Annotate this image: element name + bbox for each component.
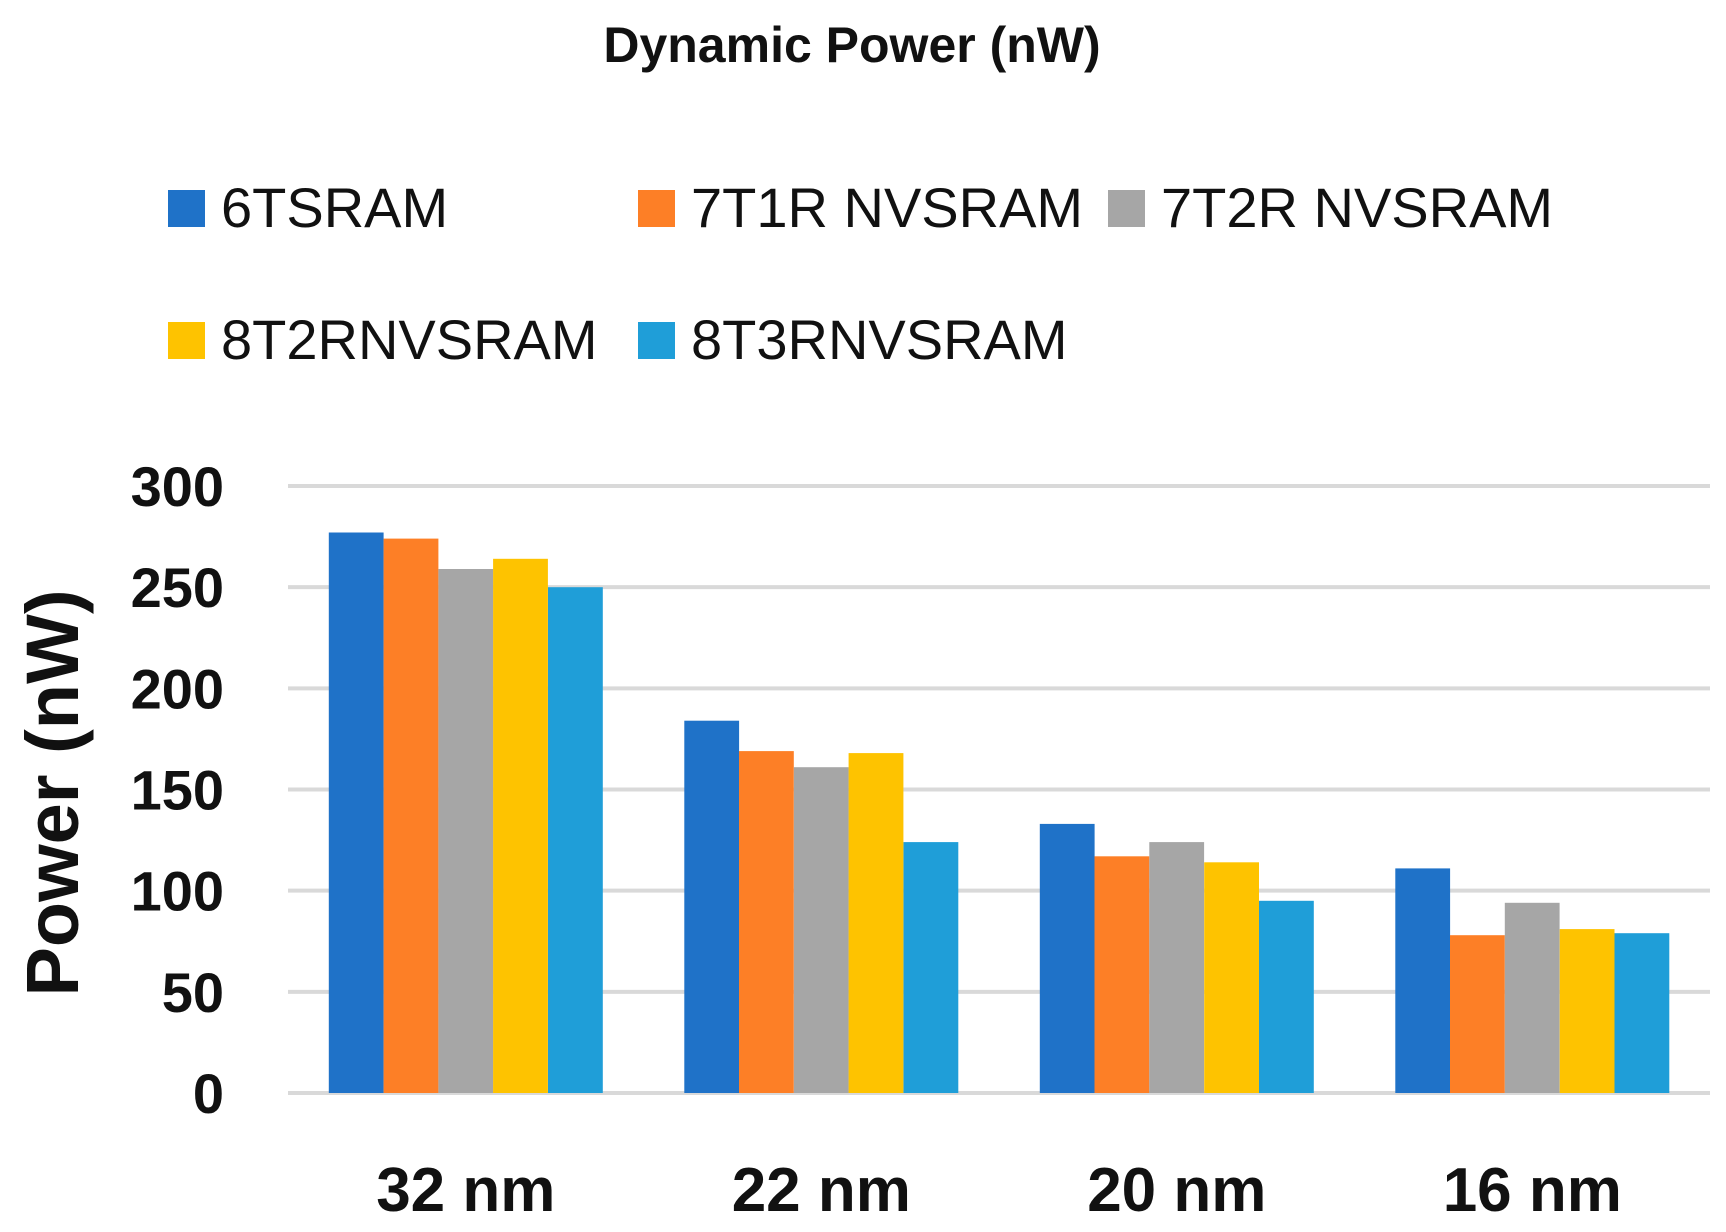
legend-label: 6TSRAM [221, 176, 448, 239]
y-tick-label: 0 [193, 1062, 224, 1125]
bar-7t2r-nvsram-16-nm [1504, 902, 1560, 1093]
bar-8t3rnvsram-32-nm [548, 587, 603, 1093]
bar-8t2rnvsram-16-nm [1559, 929, 1615, 1093]
bar-6tsram-20-nm [1039, 823, 1095, 1093]
x-tick-label: 20 nm [1087, 1156, 1266, 1225]
bar-8t3rnvsram-22-nm [903, 842, 959, 1093]
bars [328, 532, 1670, 1093]
legend-label: 8T3RNVSRAM [691, 308, 1068, 371]
x-tick-label: 32 nm [376, 1156, 555, 1225]
legend-swatch [168, 190, 205, 227]
y-tick-label: 200 [131, 657, 224, 720]
chart-title: Dynamic Power (nW) [603, 17, 1100, 73]
legend-swatch [1108, 190, 1145, 227]
x-tick-label: 22 nm [732, 1156, 911, 1225]
bar-6tsram-16-nm [1395, 868, 1451, 1093]
y-tick-label: 300 [131, 455, 224, 518]
bar-7t1r-nvsram-16-nm [1450, 935, 1505, 1093]
legend-swatch [638, 190, 675, 227]
legend-label: 7T1R NVSRAM [691, 176, 1083, 239]
bar-7t2r-nvsram-32-nm [438, 569, 494, 1093]
legend: 6TSRAM 7T1R NVSRAM 7T2R NVSRAM 8T2RNVSRAM 8T… [168, 176, 1553, 371]
bar-6tsram-32-nm [328, 532, 384, 1093]
legend-label: 7T2R NVSRAM [1161, 176, 1553, 239]
x-tick-label: 16 nm [1443, 1156, 1622, 1225]
legend-swatch [168, 322, 205, 359]
bar-8t2rnvsram-32-nm [493, 558, 548, 1093]
y-tick-label: 150 [131, 759, 224, 822]
y-tick-label: 250 [131, 556, 224, 619]
bar-7t1r-nvsram-32-nm [383, 538, 439, 1093]
bar-6tsram-22-nm [684, 720, 740, 1093]
bar-8t2rnvsram-20-nm [1204, 862, 1259, 1093]
legend-label: 8T2RNVSRAM [221, 308, 598, 371]
y-axis-ticks: 0 50 100 150 200 250 300 [131, 455, 224, 1125]
legend-swatch [638, 322, 675, 359]
bar-7t2r-nvsram-22-nm [793, 767, 849, 1093]
x-axis-ticks: 32 nm 22 nm 20 nm 16 nm [376, 1156, 1622, 1225]
y-tick-label: 100 [131, 860, 224, 923]
bar-7t1r-nvsram-22-nm [739, 751, 794, 1093]
bar-8t2rnvsram-22-nm [848, 753, 904, 1093]
y-tick-label: 50 [162, 961, 224, 1024]
bar-7t2r-nvsram-20-nm [1149, 842, 1205, 1093]
bar-8t3rnvsram-16-nm [1614, 933, 1670, 1093]
bar-8t3rnvsram-20-nm [1259, 900, 1314, 1093]
bar-7t1r-nvsram-20-nm [1094, 856, 1150, 1093]
y-axis-label: Power (nW) [11, 590, 94, 997]
